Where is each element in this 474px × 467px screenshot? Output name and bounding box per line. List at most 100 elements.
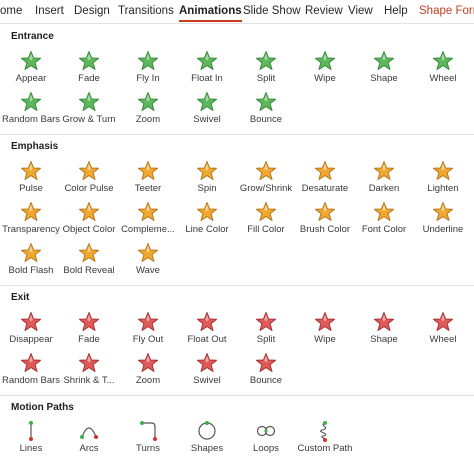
entrance-effect-bounce[interactable]: Bounce <box>236 91 296 129</box>
section-emphasis-title: Emphasis <box>11 141 59 152</box>
star-icon <box>197 353 217 372</box>
emphasis-effect-transparency[interactable]: Transparency <box>1 201 61 239</box>
star-icon <box>315 51 335 70</box>
star-icon <box>21 243 41 262</box>
star-icon <box>197 312 217 331</box>
effect-label: Lines <box>19 443 43 454</box>
star-icon <box>138 51 158 70</box>
exit-effect-zoom[interactable]: Zoom <box>118 352 178 390</box>
star-icon <box>433 161 453 180</box>
effect-label: Bold Flash <box>8 265 54 276</box>
exit-effect-float-out[interactable]: Float Out <box>177 311 237 349</box>
tab-insert[interactable]: Insert <box>35 5 64 17</box>
star-icon <box>374 51 394 70</box>
exit-effect-swivel[interactable]: Swivel <box>177 352 237 390</box>
motion-effect-arcs[interactable]: Arcs <box>59 420 119 458</box>
exit-effect-fly-out[interactable]: Fly Out <box>118 311 178 349</box>
exit-effect-disappear[interactable]: Disappear <box>1 311 61 349</box>
effect-label: Disappear <box>9 334 53 345</box>
effect-label: Desaturate <box>301 183 349 194</box>
effect-label: Shrink & T... <box>63 375 115 386</box>
motion-effect-turns[interactable]: Turns <box>118 420 178 458</box>
emphasis-effect-desaturate[interactable]: Desaturate <box>295 160 355 198</box>
entrance-effect-swivel[interactable]: Swivel <box>177 91 237 129</box>
star-icon <box>79 312 99 331</box>
emphasis-effect-spin[interactable]: Spin <box>177 160 237 198</box>
emphasis-effect-wave[interactable]: Wave <box>118 242 178 280</box>
entrance-effect-fly-in[interactable]: Fly In <box>118 50 178 88</box>
emphasis-effect-object-color[interactable]: Object Color <box>59 201 119 239</box>
emphasis-effect-pulse[interactable]: Pulse <box>1 160 61 198</box>
emphasis-effect-grow-shrink[interactable]: Grow/Shrink <box>236 160 296 198</box>
star-icon <box>256 92 276 111</box>
emphasis-effect-bold-flash[interactable]: Bold Flash <box>1 242 61 280</box>
entrance-effect-shape[interactable]: Shape <box>354 50 414 88</box>
star-icon <box>21 202 41 221</box>
star-icon <box>21 92 41 111</box>
emphasis-effect-color-pulse[interactable]: Color Pulse <box>59 160 119 198</box>
tab-transitions[interactable]: Transitions <box>118 5 174 17</box>
entrance-effect-random-bars[interactable]: Random Bars <box>1 91 61 129</box>
star-icon <box>374 161 394 180</box>
effect-label: Wheel <box>429 334 457 345</box>
entrance-effect-zoom[interactable]: Zoom <box>118 91 178 129</box>
tab-review[interactable]: Review <box>305 5 343 17</box>
effect-label: Swivel <box>193 375 221 386</box>
emphasis-effect-fill-color[interactable]: Fill Color <box>236 201 296 239</box>
effect-label: Line Color <box>185 224 229 235</box>
exit-effect-split[interactable]: Split <box>236 311 296 349</box>
entrance-effect-fade[interactable]: Fade <box>59 50 119 88</box>
effect-label: Float In <box>191 73 223 84</box>
entrance-effect-appear[interactable]: Appear <box>1 50 61 88</box>
exit-effect-bounce[interactable]: Bounce <box>236 352 296 390</box>
effect-label: Fade <box>78 73 100 84</box>
emphasis-effect-teeter[interactable]: Teeter <box>118 160 178 198</box>
star-icon <box>79 353 99 372</box>
section-divider <box>0 134 474 135</box>
exit-effect-wheel[interactable]: Wheel <box>413 311 473 349</box>
exit-effect-random-bars[interactable]: Random Bars <box>1 352 61 390</box>
emphasis-effect-font-color[interactable]: Font Color <box>354 201 414 239</box>
tab-shape-format[interactable]: Shape Forma <box>419 5 474 17</box>
emphasis-effect-bold-reveal[interactable]: Bold Reveal <box>59 242 119 280</box>
star-icon <box>315 161 335 180</box>
tab-help[interactable]: Help <box>384 5 408 17</box>
effect-label: Bounce <box>249 114 283 125</box>
star-icon <box>138 312 158 331</box>
entrance-effect-grow-turn[interactable]: Grow & Turn <box>59 91 119 129</box>
star-icon <box>138 202 158 221</box>
effect-label: Custom Path <box>297 443 353 454</box>
tab-view[interactable]: View <box>348 5 373 17</box>
entrance-effect-wheel[interactable]: Wheel <box>413 50 473 88</box>
tab-design[interactable]: Design <box>74 5 110 17</box>
emphasis-effect-brush-color[interactable]: Brush Color <box>295 201 355 239</box>
star-icon <box>21 353 41 372</box>
star-icon <box>79 92 99 111</box>
motion-effect-shapes[interactable]: Shapes <box>177 420 237 458</box>
tab-slide-show[interactable]: Slide Show <box>243 5 301 17</box>
exit-effect-wipe[interactable]: Wipe <box>295 311 355 349</box>
motion-effect-loops[interactable]: Loops <box>236 420 296 458</box>
section-entrance-title: Entrance <box>11 31 54 42</box>
emphasis-effect-line-color[interactable]: Line Color <box>177 201 237 239</box>
motion-path-icon <box>198 421 216 440</box>
entrance-effect-split[interactable]: Split <box>236 50 296 88</box>
emphasis-effect-compleme[interactable]: Compleme... <box>118 201 178 239</box>
entrance-effect-float-in[interactable]: Float In <box>177 50 237 88</box>
tab-home[interactable]: ome <box>0 5 23 17</box>
tab-animations[interactable]: Animations <box>179 0 242 24</box>
star-icon <box>79 51 99 70</box>
motion-effect-lines[interactable]: Lines <box>1 420 61 458</box>
emphasis-effect-underline[interactable]: Underline <box>413 201 473 239</box>
effect-label: Random Bars <box>1 375 61 386</box>
effect-label: Loops <box>253 443 279 454</box>
effect-label: Wipe <box>314 73 336 84</box>
exit-effect-fade[interactable]: Fade <box>59 311 119 349</box>
entrance-effect-wipe[interactable]: Wipe <box>295 50 355 88</box>
motion-effect-custom-path[interactable]: Custom Path <box>295 420 355 458</box>
emphasis-effect-lighten[interactable]: Lighten <box>413 160 473 198</box>
exit-effect-shrink-t[interactable]: Shrink & T... <box>59 352 119 390</box>
effect-label: Brush Color <box>299 224 351 235</box>
emphasis-effect-darken[interactable]: Darken <box>354 160 414 198</box>
exit-effect-shape[interactable]: Shape <box>354 311 414 349</box>
